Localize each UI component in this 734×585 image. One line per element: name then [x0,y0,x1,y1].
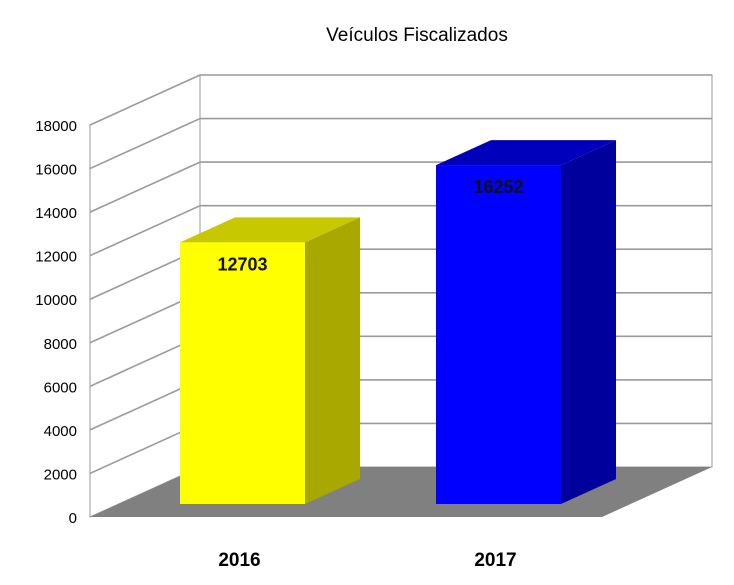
bar-front [180,242,305,505]
data-label: 12703 [217,254,267,274]
bar-front [436,165,561,504]
y-tick-label: 18000 [35,118,77,135]
bar-side [305,217,360,505]
y-tick-label: 8000 [44,336,77,353]
bar-2017 [436,140,616,504]
y-tick-label: 16000 [35,162,77,179]
gridline-side [89,117,201,170]
y-tick-label: 2000 [44,466,77,483]
y-tick-label: 10000 [35,292,77,309]
gridline-side [89,74,201,126]
y-tick-label: 6000 [44,379,77,396]
data-label: 16252 [473,177,523,197]
y-axis-ticks: 0 2000 4000 6000 8000 10000 12000 14000 16000 180… [35,118,77,527]
bars [180,140,616,505]
bar-top [436,140,616,166]
bar-2016 [180,217,360,505]
data-labels: 12703 16252 [217,177,523,274]
y-tick-label: 14000 [35,205,77,222]
y-tick-label: 0 [69,510,77,527]
gridline-side [89,204,201,257]
x-axis-categories: 2016 2017 [218,550,516,571]
y-tick-label: 12000 [35,249,77,266]
x-category-label: 2016 [218,550,260,571]
gridline-side [89,161,201,213]
x-category-label: 2017 [474,550,516,571]
bar-top [180,217,360,243]
chart-title: Veículos Fiscalizados [326,25,508,46]
y-tick-label: 4000 [44,423,77,440]
bar-side [561,140,616,504]
